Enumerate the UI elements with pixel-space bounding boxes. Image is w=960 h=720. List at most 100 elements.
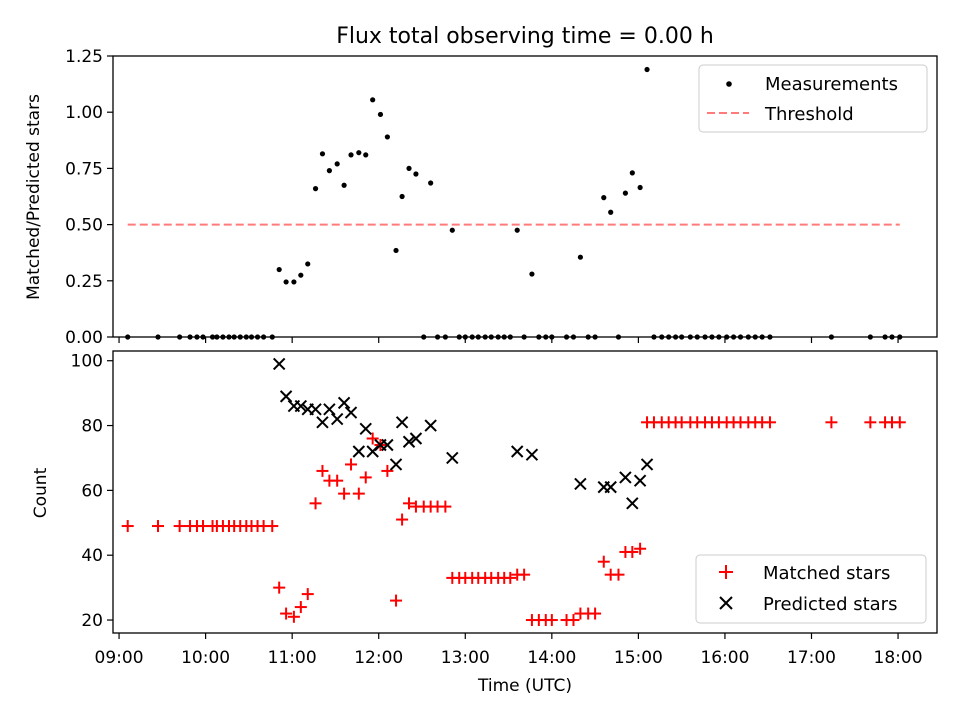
measurement-point	[312, 186, 319, 192]
legend-plus-icon	[719, 565, 733, 579]
predicted-star-point	[446, 451, 459, 465]
matched-star-point	[396, 513, 409, 526]
measurement-point	[637, 184, 643, 191]
matched-star-point	[893, 416, 906, 429]
measurement-point	[577, 254, 583, 260]
measurement-point	[348, 152, 354, 158]
predicted-star-point	[409, 432, 423, 445]
predicted-star-point	[633, 474, 647, 487]
predicted-star-point	[574, 477, 587, 491]
measurement-point	[601, 195, 607, 201]
top-legend-box	[698, 64, 928, 133]
matched-star-point	[287, 610, 300, 623]
predicted-star-point	[330, 412, 344, 426]
predicted-star-point	[352, 445, 366, 458]
measurement-point	[399, 193, 405, 200]
top-plot-frame	[112, 55, 938, 338]
predicted-star-point	[604, 480, 617, 494]
matched-star-point	[121, 520, 134, 533]
matched-star-point	[294, 601, 307, 614]
predicted-star-point	[294, 399, 308, 413]
bottom-x-tick-label: 13:00	[441, 648, 490, 668]
top-y-tick-label: 0.00	[65, 328, 103, 348]
top-y-tick-label: 0.75	[65, 159, 103, 179]
measurement-point	[291, 279, 297, 285]
measurement-point	[514, 227, 520, 233]
matched-star-point	[309, 497, 322, 510]
matched-star-point	[545, 614, 558, 627]
matched-star-point	[518, 568, 531, 581]
bottom-x-tick-label: 16:00	[700, 648, 749, 668]
matched-star-point	[763, 416, 776, 429]
measurement-point	[428, 180, 434, 186]
matched-star-point	[597, 555, 610, 568]
measurement-point	[622, 190, 629, 196]
matched-star-point	[864, 416, 877, 429]
bottom-x-tick-label: 15:00	[614, 648, 663, 668]
top-y-tick-label: 0.50	[65, 216, 103, 236]
top-panel-ratio: 0.00 0.25 0.50 0.75 1.00 1.25 Matched/Predict…	[24, 47, 938, 348]
matched-star-point	[152, 520, 165, 533]
bottom-y-tick-label: 80	[81, 417, 103, 437]
matched-star-point	[345, 458, 358, 471]
top-y-axis: 0.00 0.25 0.50 0.75 1.00 1.25	[65, 47, 113, 348]
bottom-plot-frame	[112, 350, 938, 634]
measurement-point	[334, 161, 340, 167]
predicted-star-point	[525, 448, 539, 461]
predicted-star-point	[619, 471, 632, 484]
bottom-y-tick-label: 40	[81, 546, 103, 566]
matched-star-point	[352, 487, 365, 500]
measurement-point	[384, 134, 390, 140]
bottom-x-tick-label: 10:00	[181, 648, 230, 668]
predicted-star-point	[337, 396, 351, 410]
bottom-x-tick-label: 09:00	[95, 648, 144, 668]
measurement-point	[356, 150, 362, 156]
predicted-stars-series	[272, 357, 654, 510]
matched-star-point	[366, 432, 379, 445]
predicted-star-point	[511, 445, 524, 458]
bottom-y-axis: 20 40 60 80 100	[71, 352, 113, 631]
predicted-star-point	[359, 422, 372, 436]
bottom-y-axis-label: Count	[31, 467, 51, 518]
matched-star-point	[634, 542, 647, 555]
predicted-star-point	[381, 438, 394, 452]
matched-star-point	[301, 588, 314, 601]
bottom-x-tick-label: 18:00	[874, 648, 923, 668]
matched-star-point	[612, 568, 625, 581]
measurement-point	[449, 227, 455, 233]
bottom-x-axis-label: Time (UTC)	[477, 676, 572, 696]
predicted-star-point	[309, 403, 322, 416]
measurement-point	[341, 182, 347, 188]
legend-label-matched: Matched stars	[763, 563, 890, 584]
matched-stars-series	[121, 416, 906, 627]
bottom-y-tick-label: 20	[81, 611, 103, 631]
matched-star-point	[403, 497, 416, 510]
bottom-legend: Matched stars Predicted stars	[695, 554, 927, 624]
bottom-x-tick-label: 14:00	[527, 648, 576, 668]
bottom-x-tick-label: 11:00	[268, 648, 317, 668]
legend-label-threshold: Threshold	[764, 104, 854, 125]
predicted-star-point	[640, 458, 654, 471]
measurement-point	[363, 152, 369, 158]
matched-star-point	[567, 614, 580, 627]
measurement-point	[629, 170, 635, 176]
predicted-star-point	[389, 458, 403, 471]
bottom-legend-box	[695, 554, 927, 624]
matched-star-point	[338, 487, 351, 500]
predicted-star-point	[279, 390, 293, 403]
measurement-point	[370, 97, 376, 103]
measurement-point	[413, 171, 419, 177]
matched-star-point	[266, 520, 279, 533]
predicted-star-point	[395, 416, 409, 429]
matched-star-point	[589, 607, 602, 620]
top-legend: Measurements Threshold	[698, 64, 928, 133]
matched-star-point	[331, 474, 344, 487]
top-x-axis	[118, 337, 899, 343]
matched-star-point	[273, 581, 286, 594]
measurement-point	[406, 165, 412, 171]
bottom-y-tick-label: 100	[71, 352, 103, 372]
measurement-point	[393, 247, 399, 254]
matched-star-point	[316, 464, 329, 477]
matched-star-point	[381, 464, 394, 477]
legend-x-icon	[719, 596, 733, 610]
